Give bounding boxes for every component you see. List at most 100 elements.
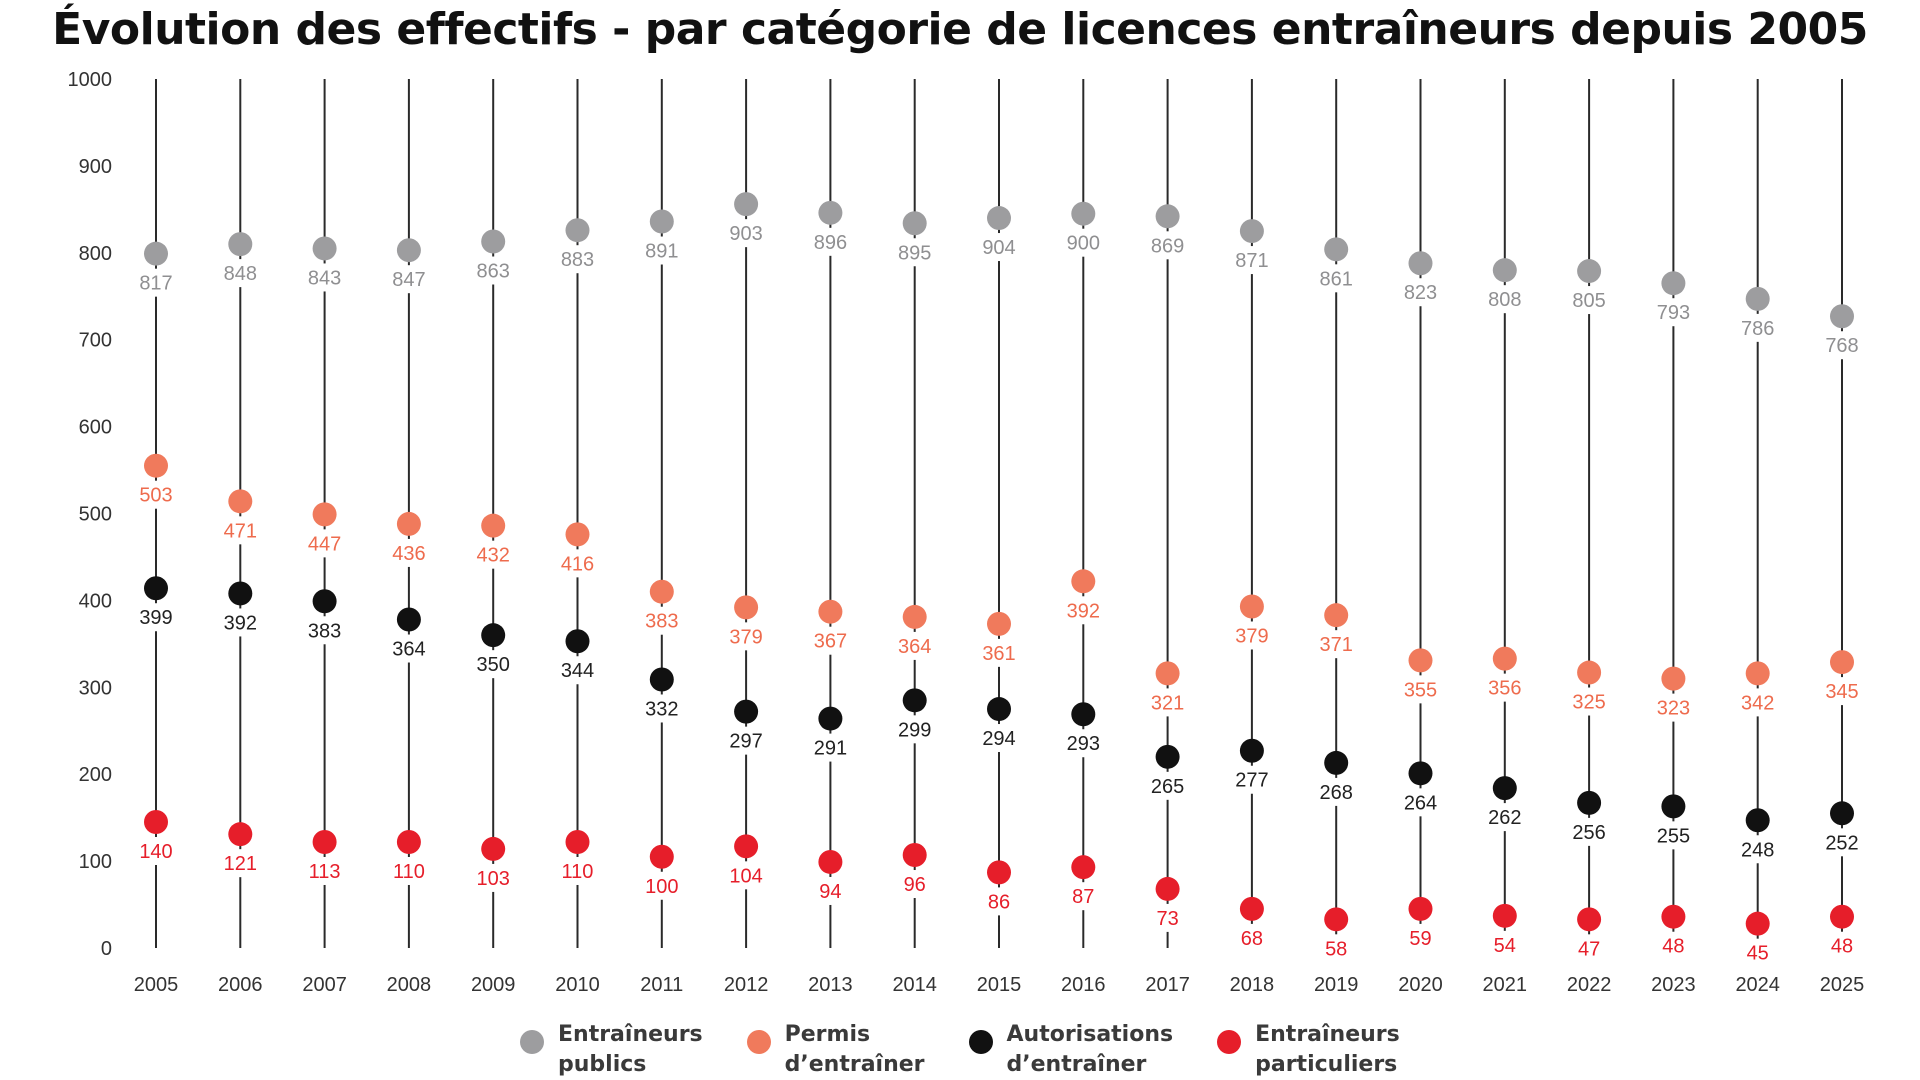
data-label: 871 [1235, 250, 1268, 272]
data-label: 900 [1067, 233, 1100, 255]
data-label: 87 [1072, 886, 1094, 908]
label-background [804, 626, 857, 655]
data-point [1577, 907, 1602, 932]
label-background [1057, 228, 1110, 257]
data-label: 863 [477, 261, 510, 283]
data-point [396, 511, 421, 536]
legend-item: Autorisations d’entraîner [968, 1020, 1174, 1080]
data-point [1408, 251, 1433, 276]
data-point [1324, 603, 1349, 628]
data-label: 848 [224, 263, 257, 285]
data-point [1155, 744, 1180, 769]
data-label: 350 [477, 654, 510, 676]
data-label: 843 [308, 267, 341, 289]
data-label: 121 [224, 853, 257, 875]
data-point [902, 843, 927, 868]
data-point [1408, 761, 1433, 786]
data-point [312, 829, 337, 854]
data-point [396, 829, 421, 854]
data-label: 903 [729, 223, 762, 245]
legend-item: Entraîneurs publics [520, 1020, 703, 1080]
data-point [1830, 650, 1854, 675]
data-point [987, 860, 1011, 885]
data-point [1155, 204, 1180, 229]
label-background [1141, 903, 1194, 932]
data-label: 904 [982, 237, 1015, 259]
label-background [1225, 246, 1278, 275]
legend-label: Autorisations d’entraîner [1006, 1022, 1174, 1077]
y-tick-label: 300 [79, 677, 112, 699]
data-point [649, 667, 674, 692]
data-point [649, 579, 674, 604]
x-tick-label: 2022 [1567, 974, 1612, 996]
label-background [130, 268, 182, 297]
data-point [1324, 237, 1349, 262]
data-label: 371 [1320, 634, 1353, 656]
label-background [1394, 923, 1447, 952]
label-background [1816, 931, 1868, 960]
data-point [1324, 907, 1349, 932]
data-label: 383 [308, 620, 341, 642]
label-background [1731, 938, 1784, 967]
data-point [144, 576, 168, 601]
label-background [888, 715, 941, 744]
legend-label: Entraîneurs publics [558, 1022, 703, 1077]
label-background [214, 259, 267, 288]
data-label: 103 [477, 868, 510, 890]
data-point [481, 229, 506, 254]
x-tick-label: 2005 [134, 974, 179, 996]
data-label: 294 [982, 728, 1015, 750]
data-point [1830, 904, 1854, 929]
label-background [382, 265, 435, 294]
data-point [649, 844, 674, 869]
data-label: 869 [1151, 235, 1184, 257]
y-tick-label: 500 [79, 504, 112, 526]
data-label: 364 [898, 636, 931, 658]
data-point [1239, 738, 1264, 763]
data-point [734, 595, 759, 620]
legend-marker [1217, 1030, 1242, 1054]
data-point [649, 209, 674, 234]
data-label: 355 [1404, 679, 1437, 701]
x-tick-label: 2019 [1314, 974, 1359, 996]
label-background [888, 238, 941, 267]
y-tick-label: 0 [101, 938, 112, 960]
data-point [144, 453, 168, 478]
label-background [1731, 688, 1784, 717]
y-tick-label: 400 [79, 590, 112, 612]
label-background [1647, 931, 1700, 960]
data-label: 379 [1235, 625, 1268, 647]
label-background [298, 616, 351, 645]
data-point [1745, 911, 1770, 936]
data-point [1577, 660, 1602, 685]
data-label: 96 [904, 874, 926, 896]
x-tick-label: 2017 [1145, 974, 1190, 996]
data-point [734, 192, 759, 217]
x-tick-label: 2020 [1398, 974, 1443, 996]
data-point [481, 513, 506, 538]
data-point [1577, 259, 1602, 284]
label-background [1563, 934, 1616, 963]
data-label: 805 [1572, 290, 1605, 312]
label-background [467, 863, 520, 892]
y-axis-ticks: 0 100 200 300 400 500 600 700 800 900 1000 [68, 69, 113, 960]
data-point [1661, 794, 1686, 819]
data-point [734, 699, 759, 724]
label-background [1394, 788, 1447, 817]
x-tick-label: 2007 [302, 974, 347, 996]
data-point [312, 236, 337, 261]
data-point [565, 829, 590, 854]
label-background [1478, 803, 1531, 832]
data-point [1408, 648, 1433, 673]
label-background [130, 603, 182, 632]
data-point [1661, 271, 1686, 296]
data-point [228, 822, 253, 847]
data-point [1661, 666, 1686, 691]
label-background [1647, 821, 1700, 850]
label-background [1141, 231, 1194, 260]
x-tick-label: 2011 [640, 974, 683, 996]
data-label: 883 [561, 249, 594, 271]
label-background [467, 256, 520, 285]
data-label: 847 [392, 269, 425, 291]
data-point [565, 218, 590, 243]
